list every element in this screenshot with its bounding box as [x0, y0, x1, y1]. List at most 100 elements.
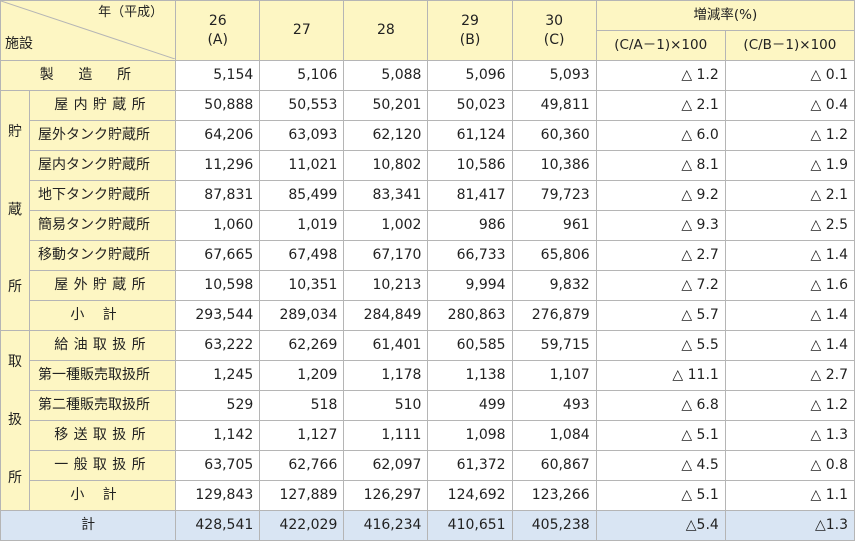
facility-label: 施設: [5, 35, 33, 52]
cell-value: 60,867: [511, 450, 597, 481]
cell-value: 10,586: [427, 150, 513, 181]
row-name: 屋内タンク貯蔵所: [29, 150, 177, 181]
cell-value: 961: [511, 210, 597, 241]
row-name: 一般取扱所: [29, 450, 177, 481]
cell-rate: △ 0.1: [724, 60, 856, 91]
cell-value: 62,269: [259, 330, 345, 361]
cell-rate: △ 2.1: [595, 90, 726, 121]
cell-value: 289,034: [259, 300, 345, 331]
table-row: 第一種販売取扱所 1,245 1,209 1,178 1,138 1,107 △…: [1, 360, 856, 391]
table-row: 移送取扱所 1,142 1,127 1,111 1,098 1,084 △ 5.…: [1, 420, 856, 451]
cell-value: 1,002: [343, 210, 429, 241]
cell-rate: △ 1.6: [724, 270, 856, 301]
row-name: 製 造 所: [0, 60, 177, 91]
cell-value: 59,715: [511, 330, 597, 361]
cell-rate: △ 1.2: [724, 390, 856, 421]
cell-rate: △ 1.3: [724, 420, 856, 451]
cell-value: 9,994: [427, 270, 513, 301]
cell-value: 1,060: [175, 210, 261, 241]
row-name: 給油取扱所: [29, 330, 177, 361]
row-name: 簡易タンク貯蔵所: [29, 210, 177, 241]
cell-value: 529: [175, 390, 261, 421]
cell-value: 5,093: [511, 60, 597, 91]
cell-value: 10,351: [259, 270, 345, 301]
cell-value: 66,733: [427, 240, 513, 271]
cell-value: 67,665: [175, 240, 261, 271]
table-row: 取 扱 所 給油取扱所 63,222 62,269 61,401 60,585 …: [0, 330, 856, 511]
row-name: 移送取扱所: [29, 420, 177, 451]
table-row: 第二種販売取扱所 529 518 510 499 493 △ 6.8 △ 1.2: [1, 390, 856, 421]
row-name: 小計: [29, 480, 177, 511]
cell-rate: △ 2.7: [595, 240, 726, 271]
cell-value: 518: [259, 390, 345, 421]
cell-value: 5,106: [259, 60, 345, 91]
cell-value: 428,541: [175, 510, 261, 541]
cell-value: 63,705: [175, 450, 261, 481]
cell-value: 61,401: [343, 330, 429, 361]
storage-group-label: 貯 蔵 所: [0, 90, 31, 331]
cell-value: 87,831: [175, 180, 261, 211]
cell-value: 405,238: [511, 510, 597, 541]
row-name: 地下タンク貯蔵所: [29, 180, 177, 211]
cell-value: 1,098: [427, 420, 513, 451]
cell-value: 5,154: [175, 60, 261, 91]
header-row-1: 年（平成） 施設 26 (A) 27 28 29 (B) 30 (C) 増減率(%): [0, 0, 856, 61]
cell-value: 1,019: [259, 210, 345, 241]
cell-value: 280,863: [427, 300, 513, 331]
cell-value: 276,879: [511, 300, 597, 331]
cell-value: 60,585: [427, 330, 513, 361]
cell-value: 422,029: [259, 510, 345, 541]
cell-rate: △ 6.0: [595, 120, 726, 151]
cell-value: 63,222: [175, 330, 261, 361]
year-header-27: 27: [259, 0, 345, 61]
cell-value: 1,245: [175, 360, 261, 391]
table-row: 簡易タンク貯蔵所 1,060 1,019 1,002 986 961 △ 9.3…: [1, 210, 856, 241]
cell-value: 10,802: [343, 150, 429, 181]
cell-value: 1,084: [511, 420, 597, 451]
cell-value: 410,651: [427, 510, 513, 541]
cell-value: 50,023: [427, 90, 513, 121]
cell-rate: △1.3: [724, 510, 856, 541]
cell-value: 81,417: [427, 180, 513, 211]
cell-value: 11,021: [259, 150, 345, 181]
year-header-30: 30 (C): [511, 0, 597, 61]
cell-value: 10,598: [175, 270, 261, 301]
handling-group-label: 取 扱 所: [0, 330, 31, 511]
cell-value: 493: [511, 390, 597, 421]
total-row: 計 428,541 422,029 416,234 410,651 405,23…: [0, 510, 856, 541]
table-row: 屋外タンク貯蔵所 64,206 63,093 62,120 61,124 60,…: [1, 120, 856, 151]
cell-rate: △ 9.3: [595, 210, 726, 241]
cell-value: 123,266: [511, 480, 597, 511]
cell-rate: △ 5.1: [595, 420, 726, 451]
cell-value: 5,088: [343, 60, 429, 91]
cell-rate: △ 1.2: [724, 120, 856, 151]
cell-value: 62,097: [343, 450, 429, 481]
cell-rate: △ 2.1: [724, 180, 856, 211]
cell-rate: △ 5.1: [595, 480, 726, 511]
table-row: 地下タンク貯蔵所 87,831 85,499 83,341 81,417 79,…: [1, 180, 856, 211]
cell-rate: △ 9.2: [595, 180, 726, 211]
subtotal-row: 小計 293,544 289,034 284,849 280,863 276,8…: [1, 300, 856, 331]
cell-value: 67,170: [343, 240, 429, 271]
cell-rate: △ 1.9: [724, 150, 856, 181]
cell-value: 1,111: [343, 420, 429, 451]
cell-value: 50,888: [175, 90, 261, 121]
cell-value: 79,723: [511, 180, 597, 211]
cell-value: 61,124: [427, 120, 513, 151]
cell-value: 1,107: [511, 360, 597, 391]
cell-value: 5,096: [427, 60, 513, 91]
cell-value: 63,093: [259, 120, 345, 151]
row-name: 第一種販売取扱所: [29, 360, 177, 391]
cell-value: 124,692: [427, 480, 513, 511]
row-name: 小計: [29, 300, 177, 331]
subtotal-row: 小計 129,843 127,889 126,297 124,692 123,2…: [1, 480, 856, 511]
cell-value: 986: [427, 210, 513, 241]
cell-value: 11,296: [175, 150, 261, 181]
cell-rate: △ 1.4: [724, 300, 856, 331]
cell-rate: △5.4: [595, 510, 726, 541]
row-name: 移動タンク貯蔵所: [29, 240, 177, 271]
cell-value: 62,766: [259, 450, 345, 481]
cell-rate: △ 6.8: [595, 390, 726, 421]
row-name: 屋内貯蔵所: [29, 90, 177, 121]
